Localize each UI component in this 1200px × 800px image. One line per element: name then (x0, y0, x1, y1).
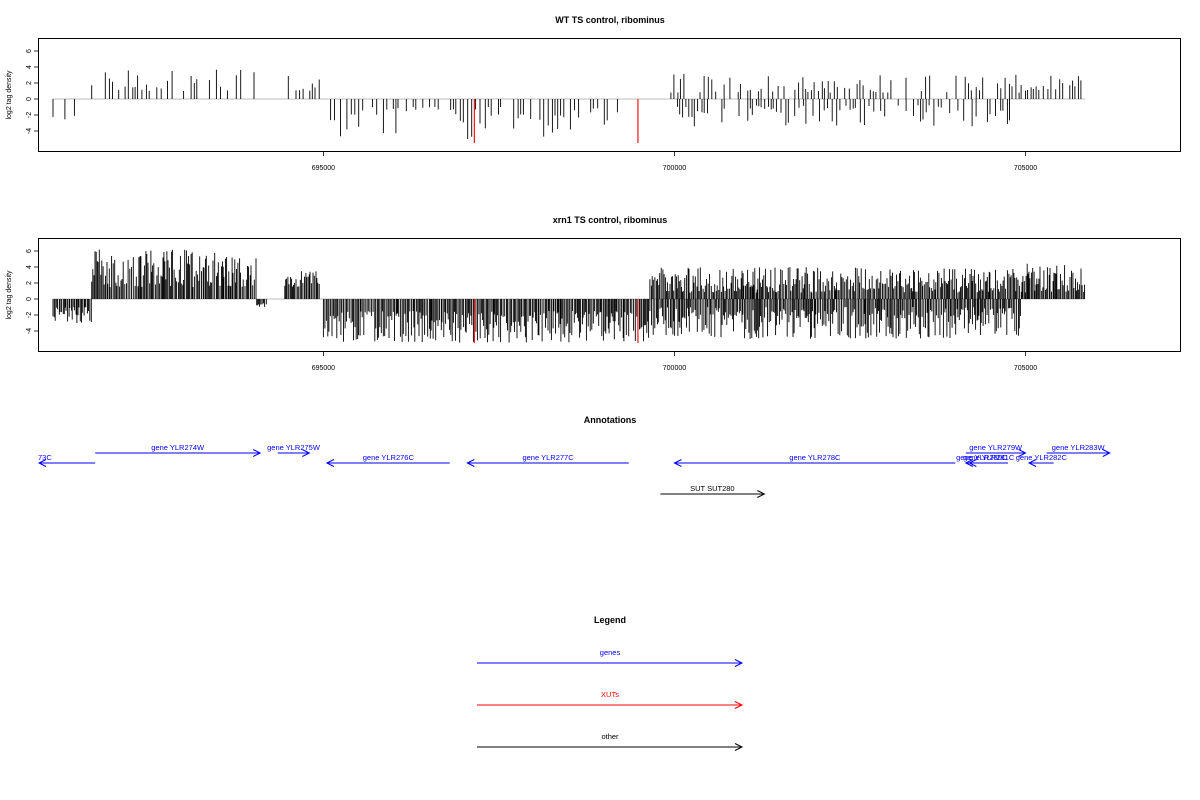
wt-bars (52, 69, 1086, 143)
legend-arrowhead (734, 701, 744, 709)
y-tick-label: 4 (26, 65, 33, 69)
feature-arrowhead (964, 459, 974, 467)
x-tick-label: 705000 (1014, 165, 1037, 172)
x-tick-label: 700000 (663, 165, 686, 172)
feature-arrowhead (252, 449, 262, 457)
feature-label: 73C (38, 453, 52, 462)
wt-panel-ylabel: log2 tag density (6, 70, 13, 120)
feature-label: gene YLR274W (151, 443, 205, 452)
annotations-track: Annotations 73C gene YLR274W gene YLR275W g… (37, 415, 1111, 498)
annotation-feature: gene YLR276C (325, 453, 450, 467)
annotation-feature: gene YLR282C (1016, 453, 1068, 467)
xrn1-y-axis: -4 -2 0 2 4 6 (26, 249, 38, 334)
legend-entry: XUTs (477, 690, 744, 709)
xrn1-x-axis: 695000 700000 705000 (312, 351, 1037, 372)
wt-plot-frame (38, 38, 1181, 152)
legend-arrowhead (734, 659, 744, 667)
y-tick-label: -4 (26, 328, 33, 334)
annotation-feature: gene YLR275W (267, 443, 321, 457)
feature-label: gene YLR276C (363, 453, 415, 462)
annotation-features: 73C gene YLR274W gene YLR275W gene YLR276C g… (37, 443, 1111, 498)
x-tick-label: 705000 (1014, 365, 1037, 372)
annotations-title: Annotations (584, 415, 637, 425)
feature-label: gene YLR283W (1052, 443, 1106, 452)
feature-arrowhead (325, 459, 335, 467)
annotation-feature: SUT SUT280 (660, 484, 766, 498)
y-tick-label: 4 (26, 265, 33, 269)
feature-arrowhead (1102, 449, 1111, 457)
x-tick-label: 695000 (312, 365, 335, 372)
legend-entry: genes (477, 648, 744, 667)
feature-arrowhead (466, 459, 475, 467)
feature-label: gene YLR278C (789, 453, 841, 462)
y-tick-label: -4 (26, 128, 33, 134)
y-tick-label: 2 (26, 81, 33, 85)
y-tick-label: 0 (26, 97, 33, 101)
x-tick-label: 700000 (663, 365, 686, 372)
wt-x-axis: 695000 700000 705000 (312, 151, 1037, 172)
legend-label: XUTs (601, 690, 619, 699)
feature-label: gene YLR281C (963, 453, 1015, 462)
feature-arrowhead (1027, 459, 1037, 467)
annotation-feature: 73C (37, 453, 96, 467)
feature-arrowhead (757, 490, 766, 498)
legend-entries: genes XUTs other (477, 648, 744, 751)
xrn1-panel-ylabel: log2 tag density (6, 270, 13, 320)
feature-label: gene YLR282C (1016, 453, 1068, 462)
feature-label: SUT SUT280 (690, 484, 734, 493)
feature-arrowhead (968, 459, 977, 467)
feature-label: gene YLR275W (267, 443, 321, 452)
y-tick-label: 6 (26, 49, 33, 53)
xrn1-bars (52, 249, 1086, 343)
annotation-feature: gene YLR274W (95, 443, 262, 457)
feature-label: gene YLR280C (956, 453, 1008, 462)
feature-arrowhead (37, 459, 47, 467)
xrn1-panel-title: xrn1 TS control, ribominus (553, 215, 668, 225)
legend-label: genes (600, 648, 621, 657)
legend-arrowhead (734, 743, 744, 751)
legend-title: Legend (594, 615, 626, 625)
xrn1-panel: xrn1 TS control, ribominus log2 tag dens… (6, 215, 1181, 372)
legend: Legend genes XUTs other (477, 615, 744, 751)
annotation-feature: gene YLR283W (1046, 443, 1111, 457)
feature-arrowhead (1018, 449, 1027, 457)
wt-panel: WT TS control, ribominus log2 tag densit… (6, 15, 1181, 172)
y-tick-label: -2 (26, 312, 33, 318)
y-tick-label: 6 (26, 249, 33, 253)
xrn1-plot-frame (38, 238, 1181, 352)
feature-arrowhead (673, 459, 682, 467)
feature-arrowhead (302, 449, 311, 457)
annotation-feature: gene YLR278C (673, 453, 956, 467)
annotation-feature: gene YLR279W (965, 443, 1027, 457)
y-tick-label: -2 (26, 112, 33, 118)
wt-y-axis: -4 -2 0 2 4 6 (26, 49, 38, 134)
y-tick-label: 0 (26, 297, 33, 301)
annotation-feature: gene YLR281C (963, 453, 1015, 467)
feature-label: gene YLR279W (969, 443, 1023, 452)
x-tick-label: 695000 (312, 165, 335, 172)
wt-panel-title: WT TS control, ribominus (555, 15, 665, 25)
legend-entry: other (477, 732, 744, 751)
y-tick-label: 2 (26, 281, 33, 285)
feature-label: gene YLR277C (522, 453, 574, 462)
legend-label: other (601, 732, 619, 741)
annotation-feature: gene YLR277C (466, 453, 629, 467)
